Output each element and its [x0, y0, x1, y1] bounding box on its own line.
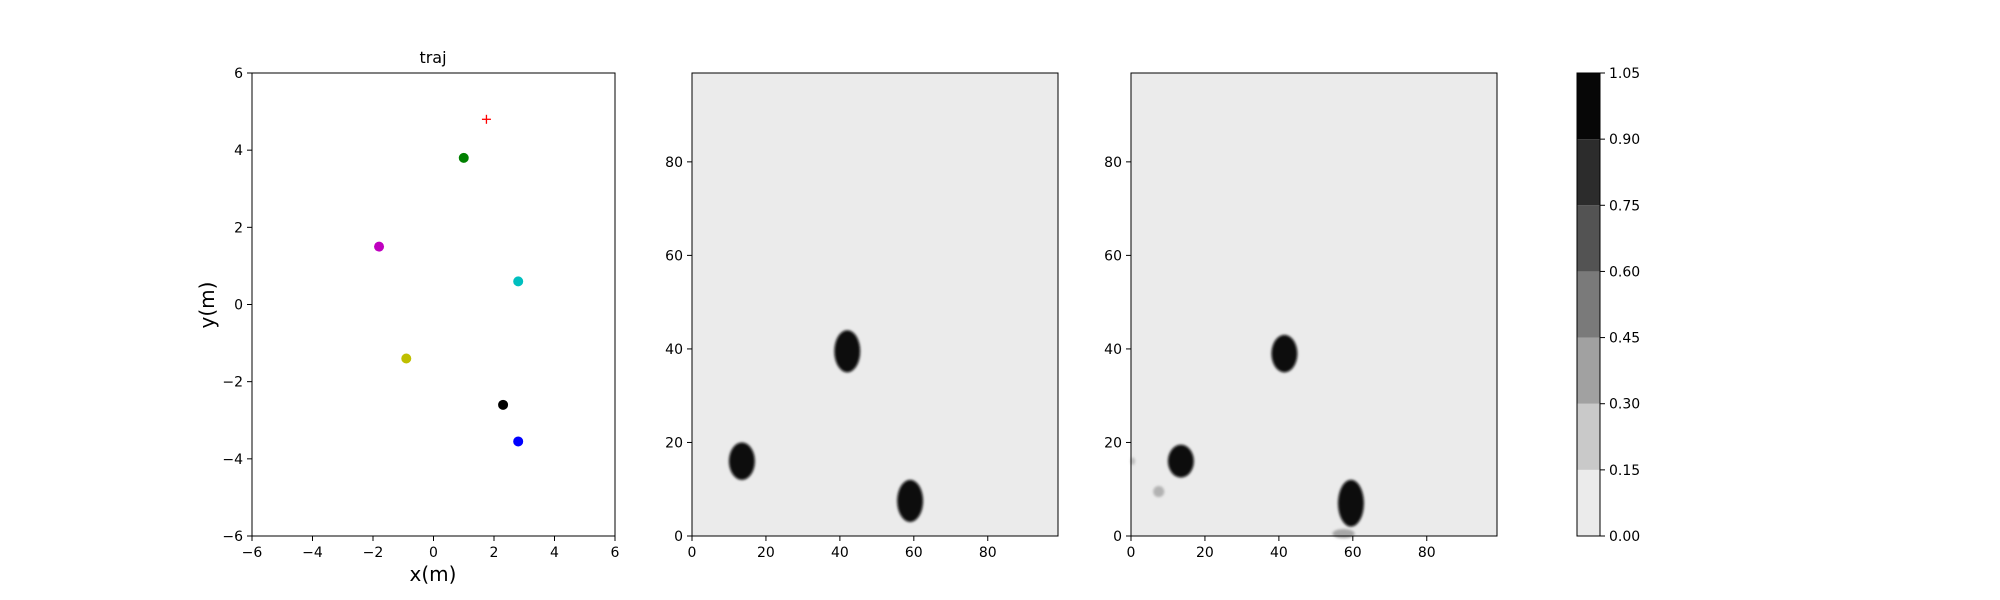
- agent-point: [513, 276, 524, 287]
- heatmap-2-blob: [1332, 528, 1355, 539]
- colorbar-tick-label: 0.90: [1609, 132, 1640, 148]
- trajectory-y-axis-label: y(m): [195, 282, 219, 329]
- colorbar-band: [1577, 271, 1600, 338]
- heatmap-1-x-tick-label: 60: [905, 545, 923, 561]
- colorbar-tick-label: 0.00: [1609, 529, 1640, 545]
- colorbar-band: [1577, 205, 1600, 272]
- heatmap-2-x-tick-label: 60: [1344, 545, 1362, 561]
- heatmap-1-y-tick-label: 20: [665, 435, 683, 451]
- agent-point: [374, 241, 385, 252]
- trajectory-y-tick-label: 2: [234, 220, 243, 236]
- heatmap-2-y-tick-label: 80: [1104, 155, 1122, 171]
- heatmap-1-y-tick-label: 40: [665, 342, 683, 358]
- trajectory-points: [374, 114, 524, 447]
- colorbar-band: [1577, 139, 1600, 206]
- heatmap-2-blobs: [1130, 334, 1364, 539]
- heatmap-1-x-tick-label: 20: [757, 545, 775, 561]
- trajectory-y-ticks: −6 −4 −2 0 2 4 6: [222, 66, 252, 545]
- heatmap-2-x-ticks: 0 20 40 60 80: [1127, 536, 1436, 561]
- trajectory-plot-area: [251, 72, 616, 537]
- trajectory-y-tick-label: −6: [222, 529, 243, 545]
- trajectory-y-tick-label: 0: [234, 298, 243, 314]
- colorbar-tick-label: 0.60: [1609, 264, 1640, 280]
- agent-point: [513, 436, 524, 447]
- heatmap-2-x-tick-label: 0: [1127, 545, 1136, 561]
- heatmap-1-x-tick-label: 80: [979, 545, 997, 561]
- heatmap-2-y-tick-label: 0: [1113, 529, 1122, 545]
- trajectory-x-tick-label: 2: [490, 545, 499, 561]
- heatmap-2: 0 20 40 60 80 0 20 40 60 80: [1104, 72, 1498, 561]
- colorbar-tick-label: 1.05: [1609, 66, 1640, 82]
- heatmap-1-y-tick-label: 60: [665, 248, 683, 264]
- colorbar-tick-label: 0.75: [1609, 198, 1640, 214]
- heatmap-2-y-ticks: 0 20 40 60 80: [1104, 155, 1131, 545]
- trajectory-y-tick-label: −4: [222, 452, 243, 468]
- heatmap-2-x-tick-label: 20: [1196, 545, 1214, 561]
- trajectory-plot: traj −6 −4 −2 0 2 4 6 −6 −4 −2 0 2 4 6 x(m) y(m): [195, 48, 620, 586]
- heatmap-1: 0 20 40 60 80 0 20 40 60 80: [665, 72, 1059, 561]
- heatmap-2-blob: [1338, 479, 1364, 527]
- heatmap-2-blob: [1130, 457, 1136, 465]
- heatmap-2-blob: [1153, 485, 1165, 498]
- colorbar-band: [1577, 403, 1600, 470]
- heatmap-1-x-tick-label: 0: [688, 545, 697, 561]
- colorbar-tick-label: 0.30: [1609, 397, 1640, 413]
- heatmap-2-x-tick-label: 80: [1418, 545, 1436, 561]
- trajectory-x-tick-label: 6: [611, 545, 620, 561]
- heatmap-1-y-tick-label: 0: [674, 529, 683, 545]
- trajectory-y-tick-label: 6: [234, 66, 243, 82]
- heatmap-2-y-tick-label: 20: [1104, 435, 1122, 451]
- heatmap-1-x-ticks: 0 20 40 60 80: [688, 536, 997, 561]
- colorbar: 0.00 0.15 0.30 0.45 0.60 0.75 0.90 1.05: [1576, 66, 1640, 545]
- agent-point: [498, 399, 509, 410]
- colorbar-tick-label: 0.15: [1609, 463, 1640, 479]
- colorbar-band: [1577, 337, 1600, 404]
- agent-point: [401, 353, 412, 364]
- heatmap-1-y-ticks: 0 20 40 60 80: [665, 155, 692, 545]
- colorbar-band: [1577, 73, 1600, 140]
- trajectory-x-ticks: −6 −4 −2 0 2 4 6: [242, 536, 620, 561]
- heatmap-1-blobs: [728, 330, 924, 522]
- trajectory-x-tick-label: −4: [302, 545, 323, 561]
- heatmap-2-x-tick-label: 40: [1270, 545, 1288, 561]
- colorbar-ticks: 0.00 0.15 0.30 0.45 0.60 0.75 0.90 1.05: [1600, 66, 1640, 545]
- heatmap-1-blob: [897, 479, 924, 522]
- trajectory-y-tick-label: 4: [234, 143, 243, 159]
- trajectory-x-tick-label: −2: [363, 545, 384, 561]
- heatmap-1-x-tick-label: 40: [831, 545, 849, 561]
- trajectory-x-axis-label: x(m): [410, 562, 457, 586]
- trajectory-y-tick-label: −2: [222, 375, 243, 391]
- trajectory-x-tick-label: 4: [550, 545, 559, 561]
- heatmap-2-y-tick-label: 60: [1104, 248, 1122, 264]
- colorbar-band: [1577, 469, 1600, 536]
- heatmap-2-blob: [1167, 444, 1194, 478]
- trajectory-x-tick-label: −6: [242, 545, 263, 561]
- heatmap-1-blob: [728, 442, 755, 480]
- trajectory-plot-title: traj: [419, 48, 446, 67]
- colorbar-bands: [1577, 73, 1600, 536]
- trajectory-x-tick-label: 0: [429, 545, 438, 561]
- heatmap-2-blob: [1271, 334, 1298, 373]
- agent-point: [458, 152, 469, 163]
- heatmap-2-y-tick-label: 40: [1104, 342, 1122, 358]
- heatmap-1-y-tick-label: 80: [665, 155, 683, 171]
- heatmap-1-blob: [834, 330, 861, 373]
- colorbar-tick-label: 0.45: [1609, 331, 1640, 347]
- goal-marker: [481, 114, 491, 124]
